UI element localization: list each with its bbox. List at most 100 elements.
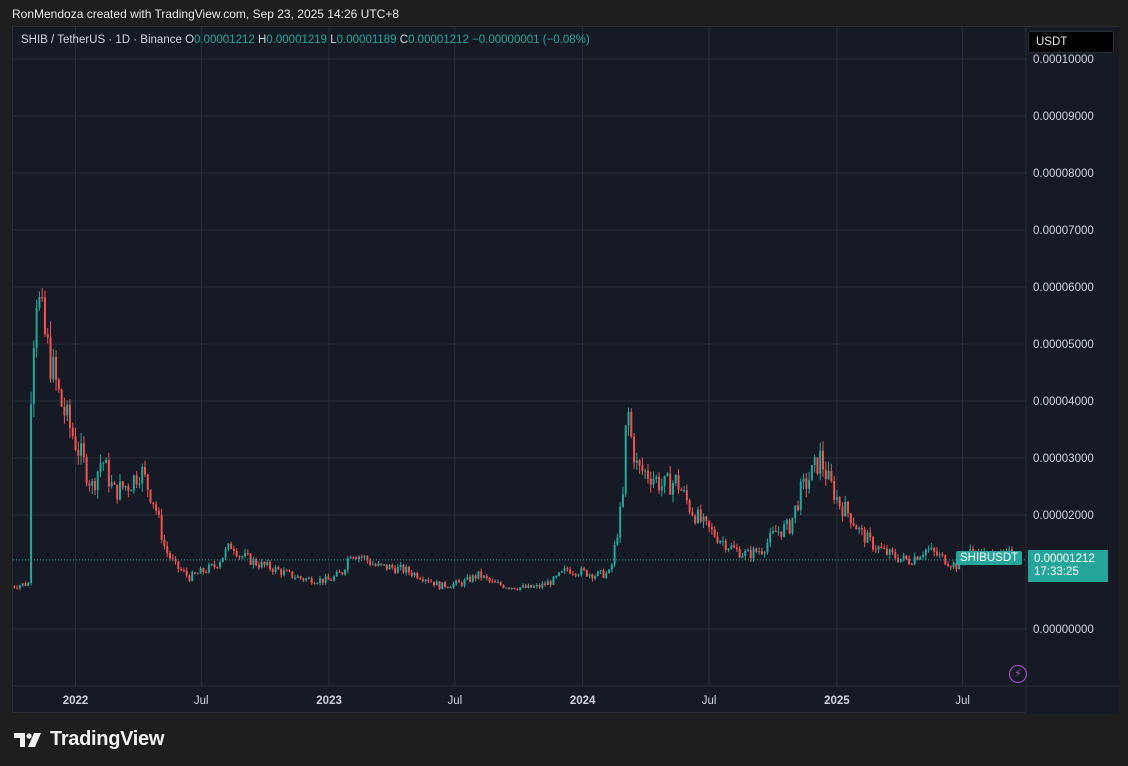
candle-body	[171, 558, 174, 560]
candle-body	[794, 505, 797, 518]
candle-body	[327, 576, 330, 580]
candle-body	[858, 528, 861, 530]
candle-body	[30, 404, 33, 583]
open-value: 0.00001212	[194, 34, 255, 46]
candle-body	[260, 561, 263, 568]
candle-body	[508, 587, 511, 589]
candle-body	[849, 513, 852, 524]
candle-body	[238, 556, 241, 558]
candle-body	[671, 482, 674, 495]
candle-body	[457, 580, 460, 583]
currency-selector[interactable]: USDT	[1028, 31, 1114, 53]
candle-body	[341, 572, 344, 575]
candle-body	[783, 524, 786, 537]
x-tick-label: Jul	[447, 695, 462, 707]
candle-body	[491, 580, 494, 582]
candle-body	[269, 562, 272, 570]
candle-body	[155, 504, 158, 511]
candle-body	[585, 570, 588, 577]
candle-body	[574, 573, 577, 576]
candle-body	[216, 567, 219, 569]
lightning-bolt-icon[interactable]: ⚡	[1009, 665, 1027, 683]
candle-body	[549, 581, 552, 585]
candle-body	[66, 404, 69, 416]
candle-body	[583, 568, 586, 571]
candle-body	[252, 559, 255, 565]
candle-body	[596, 571, 599, 576]
candle-body	[644, 470, 647, 472]
tradingview-brand[interactable]: TradingView	[14, 728, 164, 751]
candle-body	[221, 557, 224, 563]
candle-body	[413, 572, 416, 576]
y-tick-label: 0.00010000	[1033, 54, 1094, 66]
candle-body	[149, 489, 152, 503]
candle-body	[830, 470, 833, 481]
candle-body	[282, 570, 285, 575]
candle-body	[669, 473, 672, 495]
candle-body	[599, 570, 602, 572]
x-tick-label: 2022	[63, 695, 89, 707]
candle-body	[469, 576, 472, 582]
candle-body	[157, 510, 160, 515]
candle-body	[441, 582, 444, 590]
candle-body	[483, 575, 486, 578]
price-chart[interactable]: 0.00010000 0.00009000 0.00008000 0.00007000…	[13, 27, 1119, 714]
candle-body	[619, 506, 622, 538]
candle-body	[621, 494, 624, 507]
chart-panel[interactable]: 0.00010000 0.00009000 0.00008000 0.00007000…	[12, 26, 1119, 714]
brand-name: TradingView	[50, 728, 165, 750]
candle-body	[241, 556, 244, 558]
candle-body	[610, 564, 613, 570]
candle-body	[46, 334, 49, 338]
candle-body	[769, 532, 772, 543]
candle-body	[869, 532, 872, 538]
candle-body	[563, 568, 566, 572]
candle-body	[335, 571, 338, 577]
candle-body	[299, 576, 302, 579]
candle-body	[480, 571, 483, 578]
candle-body	[288, 570, 291, 572]
candle-body	[57, 379, 60, 390]
x-tick-label: 2025	[824, 695, 850, 707]
candle-body	[694, 515, 697, 524]
candle-body	[841, 506, 844, 517]
candle-body	[899, 558, 902, 562]
y-tick-label: 0.00007000	[1033, 225, 1094, 237]
candle-body	[244, 553, 247, 557]
candle-body	[891, 549, 894, 553]
candle-body	[602, 570, 605, 578]
candle-body	[188, 575, 191, 581]
candle-body	[702, 516, 705, 522]
candle-body	[538, 585, 541, 588]
candle-body	[374, 564, 377, 566]
candle-body	[102, 462, 105, 464]
candle-body	[255, 559, 258, 566]
candle-body	[496, 582, 499, 584]
candle-body	[352, 557, 355, 559]
candle-body	[485, 575, 488, 578]
candle-body	[24, 583, 27, 586]
symbol-name[interactable]: SHIB / TetherUS · 1D · Binance	[21, 34, 182, 46]
candle-body	[824, 469, 827, 480]
candle-body	[316, 583, 319, 585]
candle-body	[138, 483, 141, 485]
candle-body	[535, 585, 538, 587]
candle-body	[838, 496, 841, 507]
x-tick-label: Jul	[702, 695, 717, 707]
candle-body	[530, 584, 533, 588]
candle-body	[463, 579, 466, 586]
candle-body	[224, 549, 227, 558]
candle-body	[819, 450, 822, 474]
candle-body	[555, 575, 558, 577]
y-tick-label: 0.00005000	[1033, 339, 1094, 351]
candle-body	[658, 476, 661, 491]
candle-body	[958, 560, 961, 570]
candle-body	[860, 528, 863, 530]
candle-body	[866, 532, 869, 543]
candle-body	[872, 537, 875, 550]
candle-body	[205, 572, 208, 574]
candle-body	[346, 558, 349, 570]
candle-body	[294, 577, 297, 579]
candle-body	[210, 564, 213, 566]
candle-body	[430, 581, 433, 583]
